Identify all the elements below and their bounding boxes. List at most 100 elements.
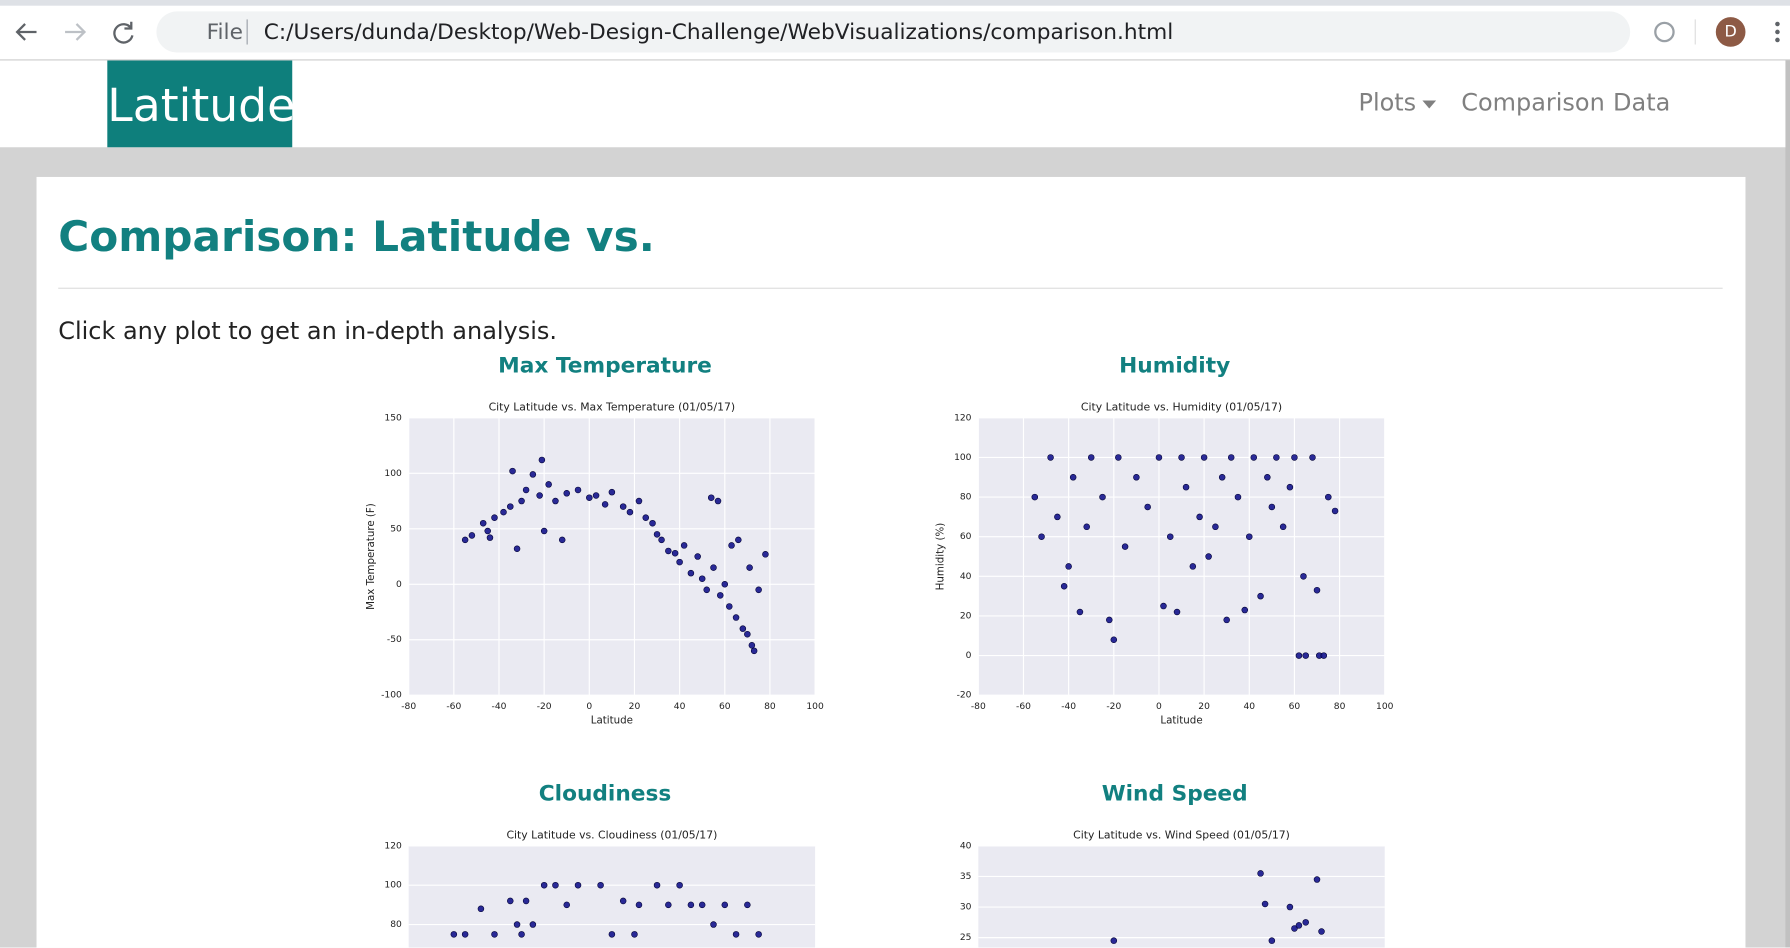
point [1031, 493, 1039, 501]
point [1279, 523, 1287, 531]
point [1160, 602, 1167, 610]
point [1257, 592, 1264, 600]
scrollbar[interactable] [1785, 60, 1790, 948]
point [1087, 454, 1095, 461]
point [608, 931, 616, 938]
point [1227, 454, 1235, 461]
nav-link[interactable]: Data [1613, 89, 1671, 117]
profile-avatar[interactable]: D [1715, 17, 1746, 47]
point [1286, 483, 1294, 491]
point [1110, 937, 1118, 944]
point [1060, 582, 1068, 590]
point [1291, 925, 1298, 932]
plot-heading: Humidity [1119, 353, 1230, 378]
point [1241, 606, 1249, 614]
navbar-brand[interactable]: Latitude [107, 60, 295, 148]
x-tick-label: -20 [537, 702, 552, 712]
y-tick-label: -50 [387, 635, 402, 645]
point [1286, 903, 1294, 911]
address-bar[interactable] [156, 11, 1631, 53]
x-tick-label: 60 [1289, 702, 1301, 712]
back-button[interactable] [15, 23, 37, 41]
point [1295, 652, 1303, 659]
point [1257, 870, 1264, 877]
point [601, 501, 609, 508]
plot-image[interactable]: City Latitude vs. Max Temperature (01/05… [365, 401, 824, 727]
point [1318, 928, 1325, 935]
point [1076, 608, 1084, 616]
point [563, 490, 570, 497]
point [1250, 454, 1258, 461]
reload-button[interactable] [113, 21, 134, 44]
point [671, 549, 679, 557]
extension-icon[interactable] [1654, 21, 1675, 43]
point [1099, 493, 1106, 501]
point [635, 497, 643, 505]
point [592, 492, 600, 499]
y-tick-label: 100 [954, 453, 972, 463]
y-tick-label: 0 [396, 580, 402, 590]
chart-title: City Latitude vs. Max Temperature (01/05… [489, 401, 736, 414]
point [687, 901, 695, 909]
point [1106, 616, 1113, 624]
point [728, 542, 735, 549]
point [507, 897, 514, 905]
point [744, 630, 751, 638]
point [717, 592, 724, 599]
point [732, 614, 740, 621]
point [1223, 616, 1230, 624]
point [676, 558, 683, 566]
point [468, 532, 476, 539]
x-tick-label: -60 [1016, 702, 1031, 712]
point [540, 881, 548, 889]
point [750, 647, 758, 655]
point [518, 497, 525, 505]
dropdown-caret [1422, 100, 1437, 109]
point [1300, 573, 1307, 580]
point [552, 881, 559, 889]
url-separator [246, 19, 248, 45]
nav-link[interactable]: Plots [1358, 89, 1417, 117]
point [1273, 454, 1280, 461]
point [500, 508, 507, 516]
point [1144, 503, 1151, 511]
point [619, 897, 627, 905]
chart-title: City Latitude vs. Cloudiness (01/05/17) [506, 829, 717, 842]
url[interactable]: C:/Users/dunda/Desktop/Web-Design-Challe… [263, 19, 1174, 45]
menu-button[interactable] [1775, 21, 1780, 43]
point [1069, 474, 1077, 481]
point [721, 901, 729, 909]
point [1234, 493, 1242, 501]
plot-image[interactable]: City Latitude vs. Humidity (01/05/17) -20… [935, 401, 1394, 727]
nav-link[interactable]: Comparison [1461, 89, 1605, 117]
point [1212, 523, 1219, 531]
point [694, 553, 701, 560]
url-scheme: File [206, 19, 243, 45]
point [762, 551, 769, 558]
point [649, 519, 656, 527]
y-tick-label: 35 [960, 872, 972, 882]
forward-button[interactable] [65, 23, 87, 41]
point [1264, 474, 1271, 481]
point [739, 625, 747, 632]
point [536, 492, 543, 499]
point [626, 508, 634, 516]
x-tick-label: 60 [719, 702, 731, 712]
point [586, 494, 593, 501]
plot-image[interactable]: City Latitude vs. Cloudiness (01/05/17) 8… [384, 829, 816, 948]
y-tick-label: 80 [960, 493, 972, 503]
point [538, 456, 546, 464]
point [714, 497, 722, 505]
point [1261, 900, 1269, 908]
y-tick-label: 0 [966, 651, 972, 661]
y-tick-label: 120 [954, 413, 972, 423]
point [642, 514, 650, 521]
point [1246, 533, 1253, 540]
point [563, 901, 570, 909]
point [484, 527, 491, 535]
x-tick-label: -60 [446, 702, 461, 712]
point [631, 931, 638, 938]
plot-image[interactable]: City Latitude vs. Wind Speed (01/05/17) 2… [960, 829, 1385, 948]
point [1302, 652, 1309, 659]
point [477, 905, 485, 913]
